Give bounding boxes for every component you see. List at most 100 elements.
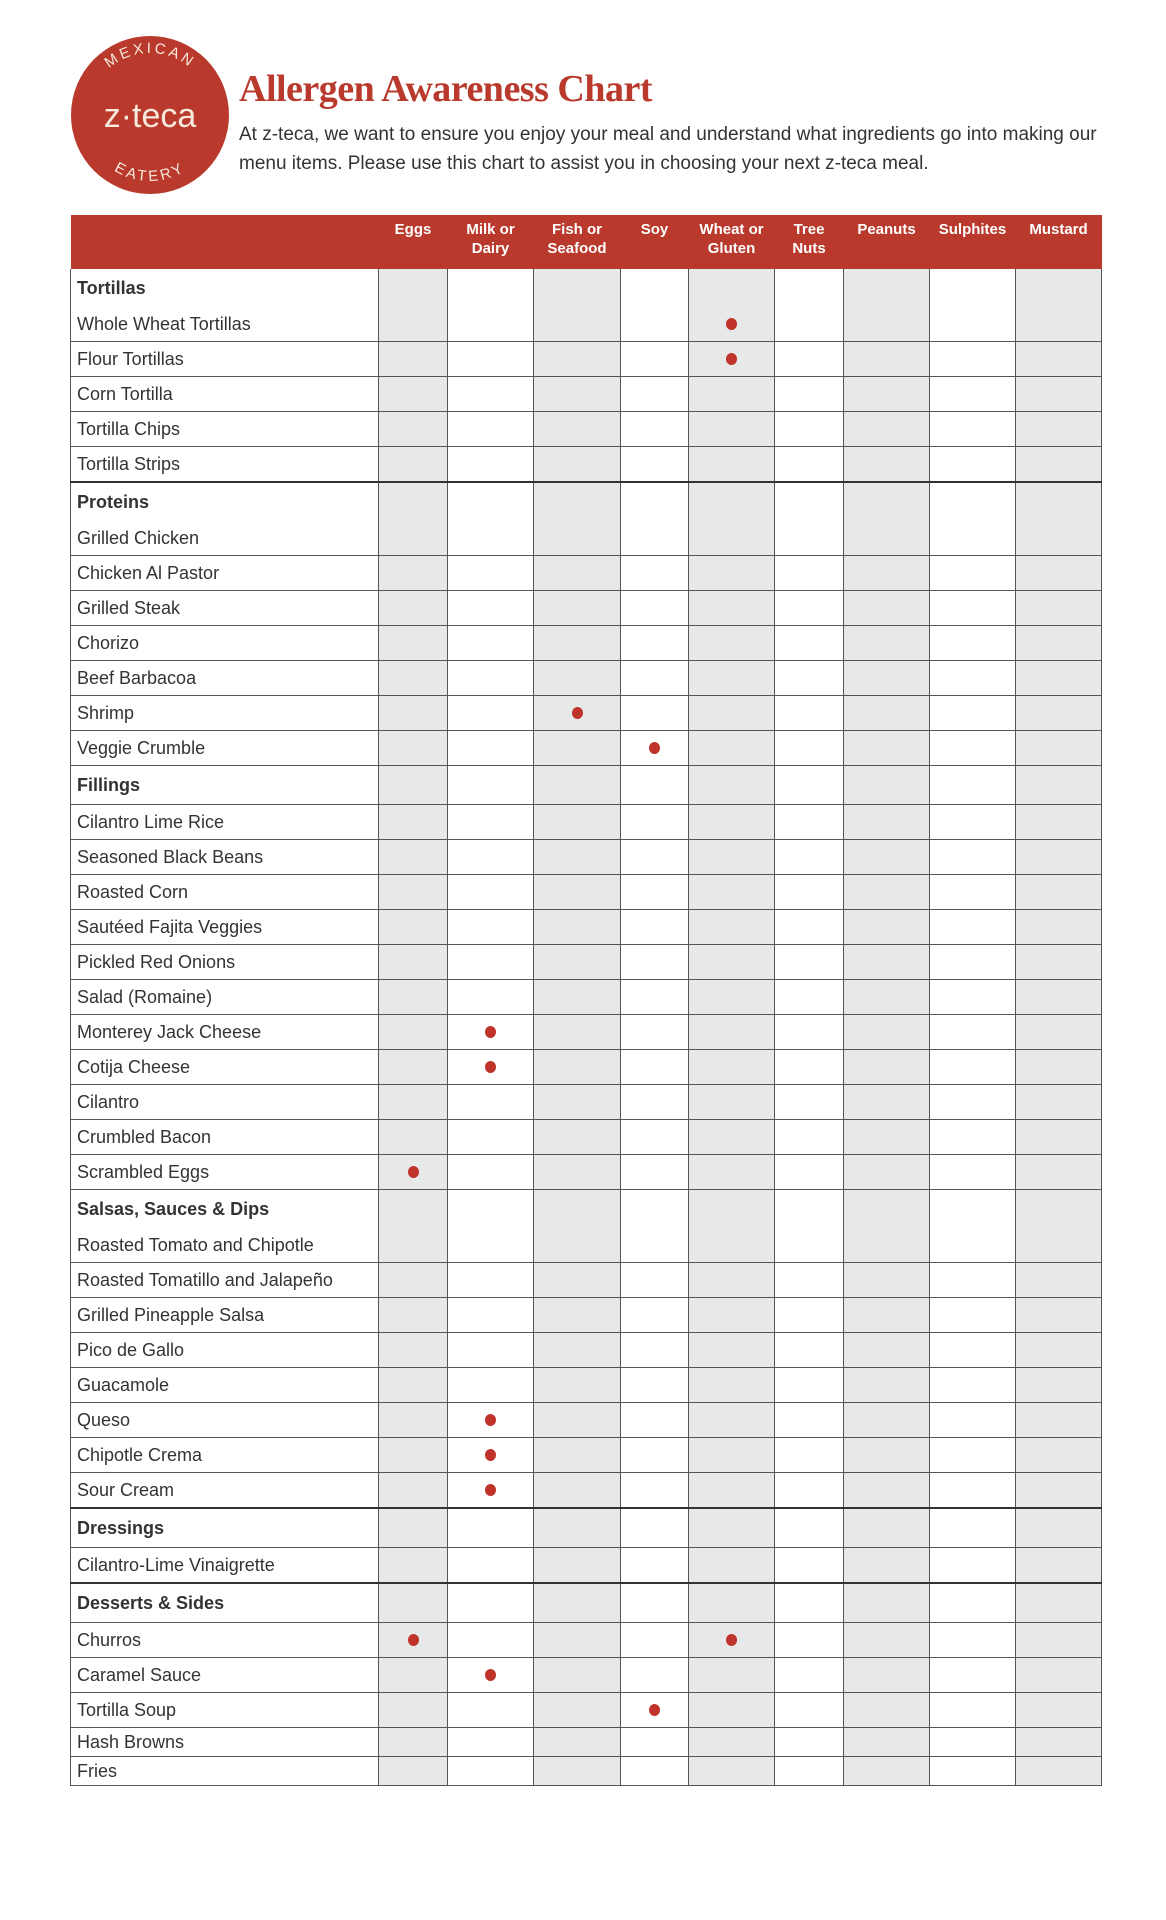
allergen-cell xyxy=(688,307,775,342)
empty-cell xyxy=(1015,1154,1102,1190)
item-name: Beef Barbacoa xyxy=(70,660,379,696)
empty-cell xyxy=(533,765,621,805)
empty-cell xyxy=(533,625,621,661)
empty-cell xyxy=(843,839,930,875)
empty-cell xyxy=(929,1437,1016,1473)
empty-cell xyxy=(1015,1014,1102,1050)
empty-cell xyxy=(620,804,689,840)
empty-cell xyxy=(1015,1084,1102,1120)
empty-cell xyxy=(533,1472,621,1509)
empty-cell xyxy=(688,1262,775,1298)
empty-cell xyxy=(843,481,930,521)
empty-cell xyxy=(929,1189,1016,1228)
empty-cell xyxy=(843,1154,930,1190)
item-name: Hash Browns xyxy=(70,1727,379,1757)
table-row: Veggie Crumble xyxy=(70,730,1102,766)
item-name: Cilantro xyxy=(70,1084,379,1120)
empty-cell xyxy=(447,1367,534,1403)
empty-cell xyxy=(620,376,689,412)
section-title: Desserts & Sides xyxy=(70,1582,379,1623)
empty-cell xyxy=(620,1084,689,1120)
empty-cell xyxy=(378,481,448,521)
empty-cell xyxy=(378,1692,448,1728)
empty-cell xyxy=(929,730,1016,766)
empty-cell xyxy=(843,1332,930,1368)
empty-cell xyxy=(1015,376,1102,412)
empty-cell xyxy=(1015,1692,1102,1728)
empty-cell xyxy=(929,765,1016,805)
empty-cell xyxy=(774,590,844,626)
empty-cell xyxy=(1015,1367,1102,1403)
table-row: Queso xyxy=(70,1402,1102,1438)
table-row: Roasted Tomatillo and Jalapeño xyxy=(70,1262,1102,1298)
empty-cell xyxy=(620,1582,689,1623)
empty-cell xyxy=(620,1014,689,1050)
item-name: Roasted Tomato and Chipotle xyxy=(70,1228,379,1263)
empty-cell xyxy=(688,1367,775,1403)
empty-cell xyxy=(533,341,621,377)
empty-cell xyxy=(688,1402,775,1438)
section-title: Proteins xyxy=(70,481,379,521)
empty-cell xyxy=(447,555,534,591)
header-blank xyxy=(70,215,379,269)
empty-cell xyxy=(688,839,775,875)
empty-cell xyxy=(378,1507,448,1548)
empty-cell xyxy=(1015,1582,1102,1623)
item-name: Grilled Chicken xyxy=(70,521,379,556)
empty-cell xyxy=(378,1014,448,1050)
allergen-dot-icon xyxy=(726,352,737,365)
empty-cell xyxy=(1015,481,1102,521)
empty-cell xyxy=(378,1547,448,1584)
column-header: Wheat or Gluten xyxy=(688,215,775,269)
empty-cell xyxy=(620,446,689,483)
empty-cell xyxy=(620,1262,689,1298)
allergen-dot-icon xyxy=(485,1668,496,1681)
allergen-dot-icon xyxy=(407,1633,419,1646)
item-name: Churros xyxy=(70,1622,379,1658)
empty-cell xyxy=(1015,625,1102,661)
empty-cell xyxy=(447,1084,534,1120)
empty-cell xyxy=(378,804,448,840)
empty-cell xyxy=(929,1472,1016,1509)
table-row: Chicken Al Pastor xyxy=(70,555,1102,591)
empty-cell xyxy=(378,1367,448,1403)
empty-cell xyxy=(533,1228,621,1263)
empty-cell xyxy=(533,1756,621,1786)
svg-text:MEXICAN: MEXICAN xyxy=(101,40,198,72)
empty-cell xyxy=(929,1332,1016,1368)
item-name: Flour Tortillas xyxy=(70,341,379,377)
empty-cell xyxy=(1015,1657,1102,1693)
empty-cell xyxy=(447,909,534,945)
empty-cell xyxy=(1015,1119,1102,1155)
empty-cell xyxy=(688,1049,775,1085)
empty-cell xyxy=(1015,307,1102,342)
empty-cell xyxy=(447,730,534,766)
empty-cell xyxy=(843,1622,930,1658)
empty-cell xyxy=(447,979,534,1015)
empty-cell xyxy=(1015,874,1102,910)
empty-cell xyxy=(774,411,844,447)
empty-cell xyxy=(620,555,689,591)
empty-cell xyxy=(929,590,1016,626)
empty-cell xyxy=(843,341,930,377)
empty-cell xyxy=(447,1622,534,1658)
empty-cell xyxy=(620,1547,689,1584)
empty-cell xyxy=(620,411,689,447)
empty-cell xyxy=(447,1297,534,1333)
table-header-row: Eggs Milk or Dairy Fish or Seafood Soy Wheat… xyxy=(70,215,1102,269)
empty-cell xyxy=(533,1154,621,1190)
table-row: Seasoned Black Beans xyxy=(70,839,1102,875)
empty-cell xyxy=(843,1582,930,1623)
table-row: Grilled Pineapple Salsa xyxy=(70,1297,1102,1333)
empty-cell xyxy=(378,411,448,447)
empty-cell xyxy=(774,1049,844,1085)
allergen-dot-icon xyxy=(485,1413,496,1426)
empty-cell xyxy=(378,376,448,412)
empty-cell xyxy=(843,1692,930,1728)
table-row: Fries xyxy=(70,1756,1102,1786)
item-name: Grilled Steak xyxy=(70,590,379,626)
section-header-row: Fillings xyxy=(70,765,1102,805)
empty-cell xyxy=(688,1472,775,1509)
empty-cell xyxy=(929,1507,1016,1548)
empty-cell xyxy=(447,521,534,556)
